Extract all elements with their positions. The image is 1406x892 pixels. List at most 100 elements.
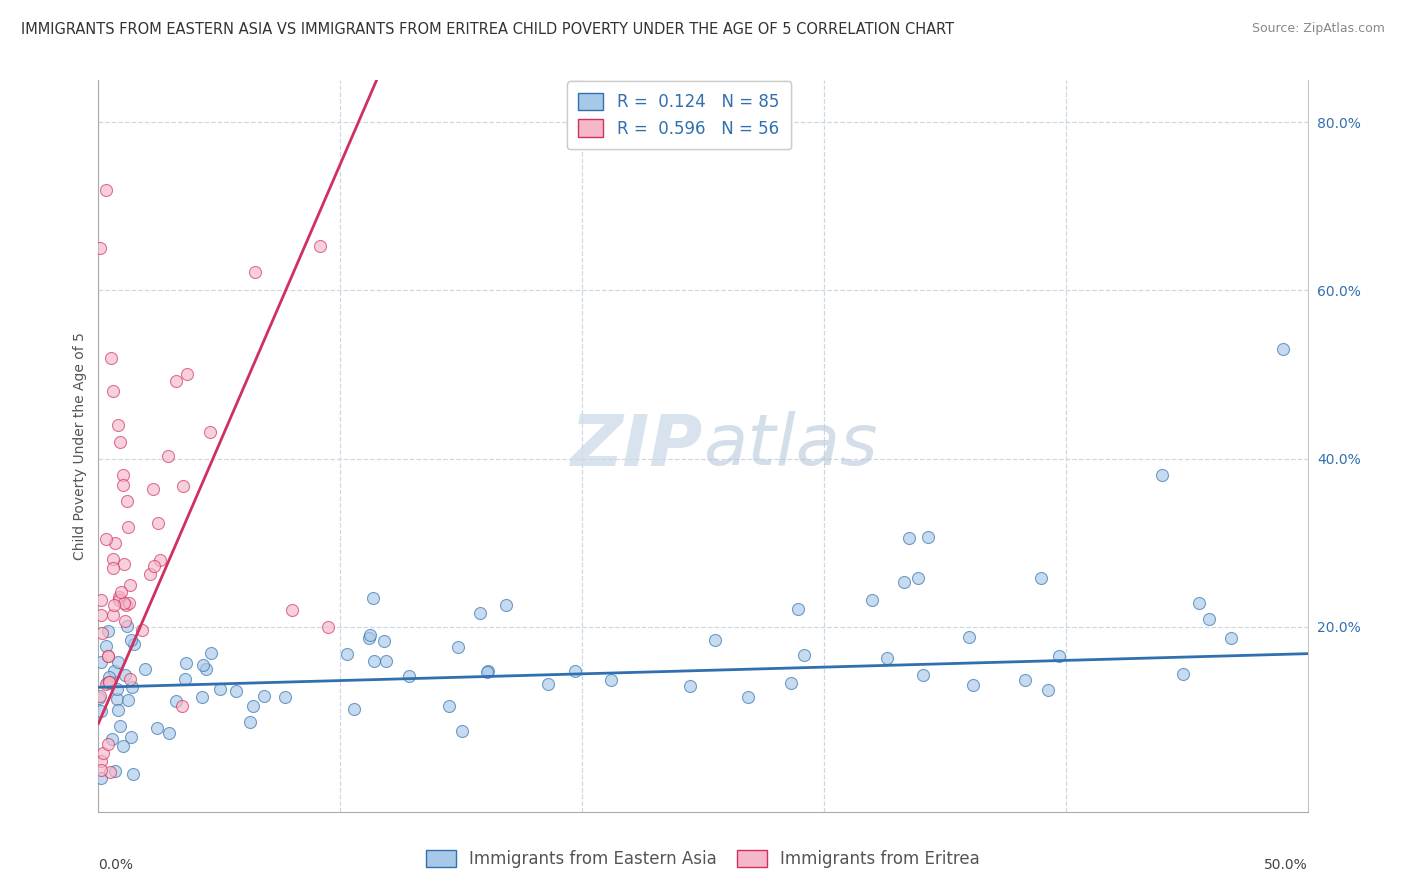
Legend: Immigrants from Eastern Asia, Immigrants from Eritrea: Immigrants from Eastern Asia, Immigrants… <box>419 843 987 875</box>
Point <box>105 681 128 696</box>
Point <box>537 677 560 691</box>
Point <box>1047 649 1070 664</box>
Point <box>172 479 194 493</box>
Point <box>165 694 187 708</box>
Point <box>678 679 700 693</box>
Point <box>115 619 138 633</box>
Point <box>90 592 112 607</box>
Point <box>564 665 586 679</box>
Point <box>120 730 142 744</box>
Point <box>173 673 195 687</box>
Point <box>176 367 198 381</box>
Point <box>134 662 156 676</box>
Point <box>90 754 112 768</box>
Point <box>893 575 915 590</box>
Point <box>1014 673 1036 687</box>
Point <box>281 603 304 617</box>
Point <box>98 674 121 689</box>
Point <box>121 680 143 694</box>
Point <box>374 654 396 668</box>
Point <box>316 620 339 634</box>
Point <box>359 631 381 645</box>
Point <box>1171 667 1194 681</box>
Point <box>309 239 332 253</box>
Point <box>1272 343 1295 357</box>
Point <box>90 771 112 785</box>
Point <box>104 764 127 778</box>
Point <box>112 596 135 610</box>
Text: atlas: atlas <box>703 411 877 481</box>
Point <box>114 667 136 681</box>
Point <box>101 552 124 566</box>
Point <box>117 693 139 707</box>
Point <box>191 690 214 705</box>
Point <box>274 690 297 704</box>
Point <box>96 640 118 654</box>
Point <box>105 691 128 706</box>
Point <box>336 647 359 661</box>
Point <box>94 532 117 546</box>
Point <box>107 417 129 432</box>
Point <box>373 634 395 648</box>
Point <box>103 665 125 679</box>
Point <box>157 726 180 740</box>
Point <box>194 662 217 676</box>
Point <box>112 557 135 571</box>
Point <box>208 681 231 696</box>
Point <box>107 655 129 669</box>
Point <box>243 265 266 279</box>
Point <box>174 656 197 670</box>
Point <box>1152 468 1174 483</box>
Text: IMMIGRANTS FROM EASTERN ASIA VS IMMIGRANTS FROM ERITREA CHILD POVERTY UNDER THE : IMMIGRANTS FROM EASTERN ASIA VS IMMIGRAN… <box>21 22 955 37</box>
Point <box>108 719 131 733</box>
Y-axis label: Child Poverty Under the Age of 5: Child Poverty Under the Age of 5 <box>73 332 87 560</box>
Point <box>139 567 162 582</box>
Point <box>91 626 114 640</box>
Point <box>103 598 125 612</box>
Point <box>450 723 472 738</box>
Point <box>101 384 124 399</box>
Point <box>156 449 179 463</box>
Point <box>114 614 136 628</box>
Point <box>361 591 384 606</box>
Point <box>149 553 172 567</box>
Point <box>165 374 187 388</box>
Point <box>90 655 112 669</box>
Point <box>97 648 120 663</box>
Text: 0.0%: 0.0% <box>98 858 134 872</box>
Point <box>477 664 499 678</box>
Point <box>200 425 222 439</box>
Point <box>876 651 898 665</box>
Point <box>97 675 120 690</box>
Point <box>110 584 132 599</box>
Point <box>94 676 117 690</box>
Point <box>957 630 980 644</box>
Point <box>1219 631 1241 645</box>
Point <box>239 714 262 729</box>
Point <box>111 477 134 491</box>
Point <box>146 516 169 531</box>
Point <box>780 676 803 690</box>
Point <box>1036 682 1059 697</box>
Point <box>97 624 120 638</box>
Point <box>118 672 141 686</box>
Point <box>97 738 120 752</box>
Point <box>363 654 385 668</box>
Point <box>242 699 264 714</box>
Point <box>112 739 135 753</box>
Point <box>737 690 759 704</box>
Text: Source: ZipAtlas.com: Source: ZipAtlas.com <box>1251 22 1385 36</box>
Text: 50.0%: 50.0% <box>1264 858 1308 872</box>
Point <box>122 767 145 781</box>
Point <box>447 640 470 655</box>
Point <box>793 648 815 663</box>
Point <box>599 673 621 688</box>
Point <box>89 689 111 703</box>
Point <box>131 623 153 637</box>
Point <box>101 607 124 622</box>
Point <box>120 633 142 648</box>
Legend: R =  0.124   N = 85, R =  0.596   N = 56: R = 0.124 N = 85, R = 0.596 N = 56 <box>567 81 790 149</box>
Point <box>172 698 194 713</box>
Point <box>94 183 117 197</box>
Point <box>107 593 129 607</box>
